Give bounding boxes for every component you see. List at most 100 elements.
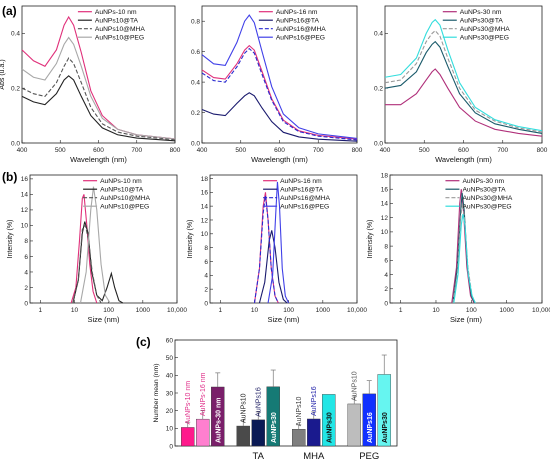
legend-label: AuNPs16@MHA bbox=[276, 26, 326, 33]
y-tick-label: 10 bbox=[166, 426, 174, 433]
x-axis-label: Wavelength (nm) bbox=[251, 155, 308, 164]
x-tick-label: 1000 bbox=[316, 307, 331, 314]
y-tick-label: 40 bbox=[166, 373, 174, 380]
y-tick-label: 8 bbox=[384, 243, 388, 250]
bar-label: AuNPs10 bbox=[296, 397, 303, 427]
series-line bbox=[201, 44, 358, 140]
x-tick-label: 700 bbox=[497, 147, 508, 154]
plot-frame bbox=[389, 174, 543, 304]
y-tick-label: 10 bbox=[21, 223, 29, 230]
x-tick-label: 1 bbox=[399, 307, 403, 314]
bar bbox=[347, 403, 361, 447]
legend-label: AuNPs10@MHA bbox=[100, 195, 150, 202]
legend-label: AuNPs16@TA bbox=[276, 18, 320, 25]
bar-label: AuNPs16 bbox=[367, 412, 374, 443]
series-line bbox=[21, 57, 176, 141]
x-tick-label: 10,000 bbox=[347, 307, 367, 314]
plot-frame bbox=[209, 174, 358, 304]
y-tick-label: 12 bbox=[21, 207, 29, 214]
legend-label: AuNPs30@MHA bbox=[460, 26, 510, 33]
bar-label: AuNPs16 bbox=[256, 387, 263, 417]
x-tick-label: 10 bbox=[251, 307, 259, 314]
panel-label-a: (a) bbox=[2, 4, 17, 18]
x-tick-label: 700 bbox=[313, 147, 324, 154]
series-line bbox=[451, 189, 475, 304]
y-tick-label: 2 bbox=[24, 285, 28, 292]
y-tick-label: 6 bbox=[24, 254, 28, 261]
bar-label: AuNPs30 bbox=[271, 412, 278, 443]
x-tick-label: 400 bbox=[17, 147, 28, 154]
bar-label: AuNPs30 bbox=[326, 412, 333, 443]
y-tick-label: 4 bbox=[204, 273, 208, 280]
legend-label: AuNPs30@PEG bbox=[462, 204, 511, 211]
x-tick-label: 100 bbox=[466, 307, 477, 314]
bar-label: AuNPs10 bbox=[352, 371, 359, 401]
legend-label: AuNPs-16 nm bbox=[276, 9, 318, 16]
legend-label: AuNPs10@PEG bbox=[95, 35, 144, 42]
y-tick-label: 4 bbox=[24, 269, 28, 276]
y-tick-label: 0.8 bbox=[191, 19, 200, 26]
y-tick-label: 0.2 bbox=[11, 86, 20, 93]
y-tick-label: 0.0 bbox=[374, 140, 383, 147]
x-tick-label: 400 bbox=[380, 147, 391, 154]
legend-label: AuNPs-10 nm bbox=[95, 9, 137, 16]
y-tick-label: 4 bbox=[384, 272, 388, 279]
y-tick-label: 6 bbox=[384, 258, 388, 265]
category-label: PEG bbox=[359, 451, 379, 462]
y-tick-label: 0.4 bbox=[191, 79, 200, 86]
bar-label: AuNPs-10 nm bbox=[185, 381, 192, 425]
panel-label-b: (b) bbox=[2, 170, 17, 184]
plot-frame bbox=[29, 174, 178, 304]
y-tick-label: 20 bbox=[166, 408, 174, 415]
legend-label: AuNPs10@MHA bbox=[95, 26, 145, 33]
series-line bbox=[384, 29, 543, 133]
series-line bbox=[201, 14, 358, 139]
y-tick-label: 0.4 bbox=[374, 31, 383, 38]
bar bbox=[292, 429, 306, 447]
legend-label: AuNPs-16 nm bbox=[280, 178, 322, 185]
series-line bbox=[384, 18, 543, 132]
legend-label: AuNPs30@TA bbox=[462, 187, 506, 194]
x-tick-label: 10,000 bbox=[167, 307, 187, 314]
y-tick-label: 14 bbox=[201, 203, 209, 210]
y-tick-label: 12 bbox=[201, 217, 209, 224]
y-tick-label: 2 bbox=[384, 286, 388, 293]
bar bbox=[251, 419, 265, 447]
legend-label: AuNPs-10 nm bbox=[100, 178, 142, 185]
x-tick-label: 10 bbox=[432, 307, 440, 314]
x-tick-label: 600 bbox=[458, 147, 469, 154]
y-tick-label: 0 bbox=[24, 300, 28, 307]
category-label: TA bbox=[253, 451, 265, 462]
bar-label: AuNPs-16 nm bbox=[200, 372, 207, 416]
series-line bbox=[384, 40, 543, 134]
x-tick-label: 600 bbox=[274, 147, 285, 154]
bar bbox=[307, 418, 321, 447]
x-axis-label: Size (nm) bbox=[267, 315, 300, 324]
x-tick-label: 10 bbox=[71, 307, 79, 314]
legend-label: AuNPs-30 nm bbox=[460, 9, 502, 16]
x-axis-label: Size (nm) bbox=[87, 315, 120, 324]
legend-label: AuNPs30@TA bbox=[460, 18, 504, 25]
chart-a1: 400 500 600 700 800 0.0 0.2 0.4 Wavelength (nm) A… bbox=[0, 5, 181, 164]
bar bbox=[236, 425, 250, 447]
legend-label: AuNPs10@TA bbox=[100, 187, 144, 194]
bar bbox=[181, 427, 195, 447]
y-tick-label: 16 bbox=[201, 190, 209, 197]
y-tick-label: 16 bbox=[21, 176, 29, 183]
chart-b3: 1 10 100 1000 10,000 0 2 4 6 8 10 12 14 16 18 Size (nm)… bbox=[367, 172, 550, 324]
chart-b2: 1 10 100 1000 10,000 0 2 4 6 8 10 12 14 16 18 Size (nm)… bbox=[187, 174, 367, 324]
y-tick-label: 0.4 bbox=[11, 31, 20, 38]
x-tick-label: 500 bbox=[235, 147, 246, 154]
bar-label: AuNPs10 bbox=[241, 393, 248, 423]
series-line bbox=[385, 68, 543, 137]
y-tick-label: 50 bbox=[166, 355, 174, 362]
bar-label: AuNPs30 bbox=[382, 412, 389, 443]
chart-a2: 400 500 600 700 800 0.0 0.2 0.4 0.6 0.8 Wavelength… bbox=[191, 5, 363, 164]
legend-label: AuNPs30@MHA bbox=[462, 195, 512, 202]
y-tick-label: 30 bbox=[166, 390, 174, 397]
y-axis-label: Intensity (%) bbox=[7, 220, 14, 259]
series-line bbox=[21, 36, 176, 140]
y-tick-label: 0.6 bbox=[191, 49, 200, 56]
legend-label: AuNPs10@PEG bbox=[100, 204, 149, 211]
